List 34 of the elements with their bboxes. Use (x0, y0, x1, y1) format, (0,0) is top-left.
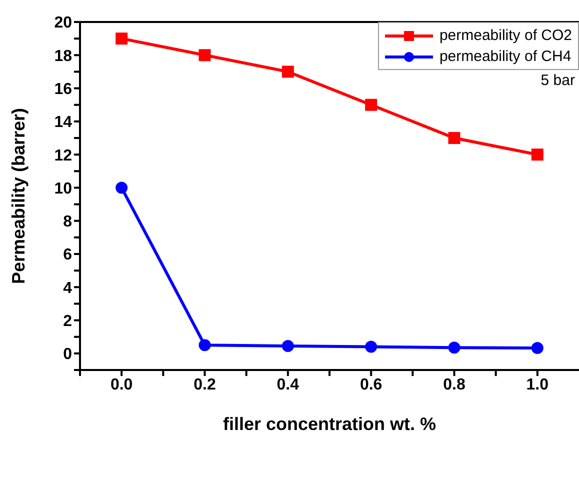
y-tick-label: 20 (54, 14, 72, 32)
y-tick-label: 12 (54, 147, 72, 164)
x-tick-label: 0.6 (360, 376, 382, 394)
point (116, 182, 128, 194)
y-tick-label: 2 (63, 312, 72, 330)
text: 0.0 (110, 376, 133, 394)
y-tick-label: 4 (63, 280, 72, 297)
point (531, 342, 544, 354)
y-tick-label: 18 (54, 48, 72, 65)
y-tick-label: 10 (54, 180, 72, 198)
y-tick-label: 6 (63, 246, 72, 264)
y-axis-title: Permeability (barrer) (8, 108, 28, 284)
y-tick-label: 14 (54, 114, 72, 132)
annotation: 5 bar (540, 72, 575, 89)
point (531, 148, 544, 161)
point (365, 340, 378, 353)
point (198, 49, 211, 62)
point (365, 98, 378, 111)
x-tick-label: 0.2 (194, 376, 216, 394)
y-tick-label: 0 (63, 346, 72, 364)
point (448, 342, 460, 354)
text: 1.0 (526, 376, 549, 394)
point (282, 66, 294, 78)
legend-label: permeability of CO2 (439, 27, 572, 44)
x-tick-label: 0.8 (443, 376, 466, 394)
x-tick-label: 0.4 (276, 376, 300, 394)
x-axis-title: filler concentration wt. % (222, 414, 436, 434)
point (198, 339, 211, 352)
point (282, 340, 294, 352)
y-tick-label: 8 (63, 214, 72, 231)
point (116, 32, 128, 45)
legend-label: permeability of CH4 (439, 48, 572, 65)
y-tick-label: 16 (54, 80, 72, 98)
point (448, 132, 460, 144)
